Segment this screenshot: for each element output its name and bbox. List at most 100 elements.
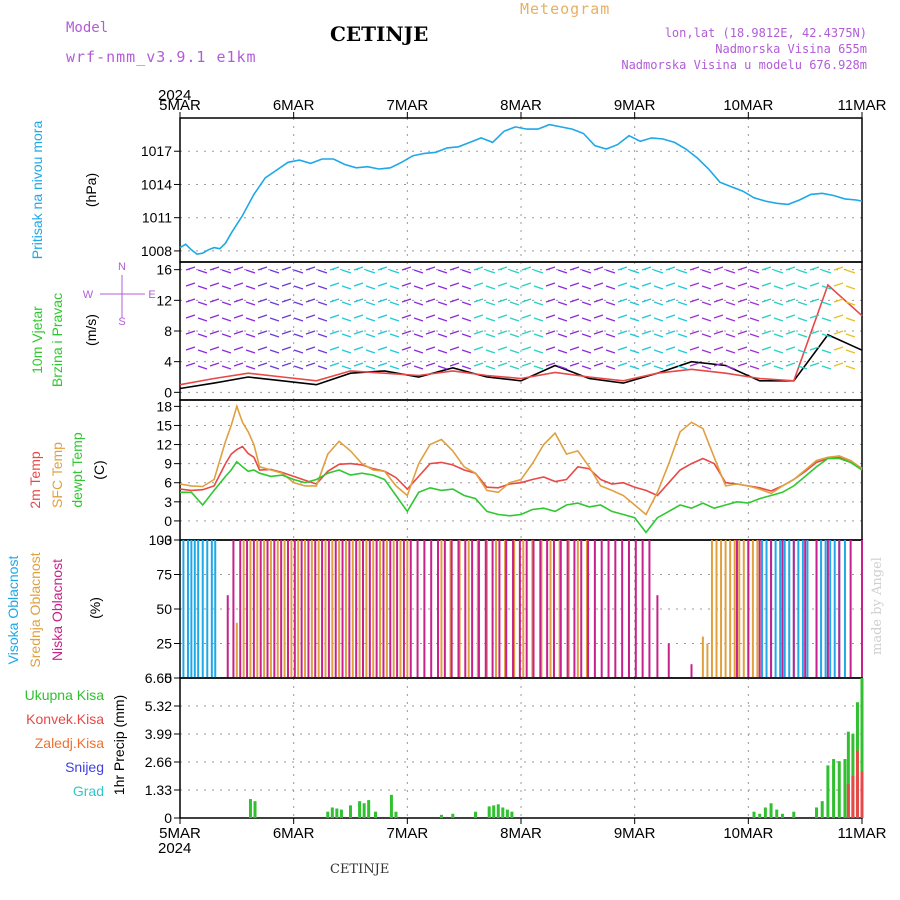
wind-barb <box>737 346 748 351</box>
wind-barb <box>761 346 772 351</box>
y-tick-label: -3 <box>160 532 173 548</box>
wind-barb <box>257 346 268 351</box>
wind-barb <box>545 330 556 335</box>
bar-niska-oblacnost <box>747 540 750 678</box>
bar-niska-oblacnost <box>314 540 317 678</box>
wind-barb <box>365 285 376 290</box>
wind-barb <box>701 333 712 338</box>
y-tick-label: 25 <box>156 636 172 652</box>
wind-barb <box>497 266 508 271</box>
wind-barb <box>761 282 772 287</box>
bar-niska-oblacnost <box>341 540 344 678</box>
wind-barb <box>293 269 304 274</box>
wind-barb <box>281 362 292 367</box>
bar-ukupna-kisa <box>335 808 339 818</box>
wind-barb <box>821 333 832 338</box>
wind-barb <box>677 349 688 354</box>
bar-visoka-oblacnost <box>797 540 800 678</box>
wind-barb <box>245 349 256 354</box>
wind-barb <box>737 314 748 319</box>
wind-barb <box>845 269 856 274</box>
bar-niska-oblacnost <box>239 540 242 678</box>
y-tick-label: 100 <box>149 532 173 548</box>
wind-barb <box>569 362 580 367</box>
location-coordinates: lon,lat (18.9812E, 42.4375N) <box>664 26 867 40</box>
wind-barb <box>437 285 448 290</box>
wind-barb <box>593 282 604 287</box>
bar-visoka-oblacnost <box>829 540 832 678</box>
wind-barb <box>365 317 376 322</box>
bar-niska-oblacnost <box>580 540 583 678</box>
bar-niska-oblacnost <box>641 540 644 678</box>
wind-barb <box>557 317 568 322</box>
wind-barb <box>185 282 196 287</box>
bar-niska-oblacnost <box>498 540 501 678</box>
wind-barb <box>761 362 772 367</box>
wind-barb <box>233 298 244 303</box>
wind-barb <box>833 266 844 271</box>
bar-visoka-oblacnost <box>824 540 827 678</box>
wind-barb <box>701 365 712 370</box>
wind-barb <box>773 269 784 274</box>
bar-visoka-oblacnost <box>201 540 204 678</box>
wind-barb <box>629 349 640 354</box>
wind-barb <box>353 266 364 271</box>
bar-niska-oblacnost <box>505 540 508 678</box>
wind-barb <box>689 314 700 319</box>
x-tick-label-bottom: 8MAR <box>500 825 542 842</box>
wind-barb <box>257 282 268 287</box>
wind-barb <box>809 298 820 303</box>
wind-barb <box>785 346 796 351</box>
ylabel-wind-unit: (m/s) <box>83 314 99 346</box>
y-tick-label: 75 <box>156 567 172 583</box>
wind-barb <box>389 301 400 306</box>
wind-barb <box>305 330 316 335</box>
wind-barb <box>497 314 508 319</box>
wind-barb <box>713 314 724 319</box>
wind-barb <box>209 346 220 351</box>
bar-visoka-oblacnost <box>182 540 185 678</box>
y-tick-label: 0 <box>164 384 172 400</box>
wind-barb <box>581 269 592 274</box>
ylabel-wind-1: 10m Vjetar <box>29 306 45 374</box>
bar-srednja-oblacnost <box>729 540 732 678</box>
bar-niska-oblacnost <box>416 540 419 678</box>
wind-barb <box>617 314 628 319</box>
wind-barb <box>197 333 208 338</box>
wind-barb <box>701 285 712 290</box>
bar-srednja-oblacnost <box>283 540 286 678</box>
bar-niska-oblacnost <box>648 540 651 678</box>
wind-barb <box>185 362 196 367</box>
wind-barb <box>737 282 748 287</box>
bar-srednja-oblacnost <box>276 540 279 678</box>
wind-barb <box>473 314 484 319</box>
wind-barb <box>233 362 244 367</box>
y-tick-label: 1008 <box>141 243 172 259</box>
bar-konvek-kisa <box>855 750 859 818</box>
wind-barb <box>329 266 340 271</box>
bar-niska-oblacnost <box>491 540 494 678</box>
wind-barb <box>845 301 856 306</box>
bar-ukupna-kisa <box>832 759 836 818</box>
wind-barb <box>293 333 304 338</box>
wind-barb <box>725 333 736 338</box>
bar-ukupna-kisa <box>820 801 824 818</box>
bar-visoka-oblacnost <box>760 540 763 678</box>
wind-barb <box>209 298 220 303</box>
wind-barb <box>509 317 520 322</box>
wind-barb <box>797 285 808 290</box>
bar-srednja-oblacnost <box>317 540 320 678</box>
wind-barb <box>509 349 520 354</box>
wind-barb <box>605 301 616 306</box>
wind-barb <box>833 346 844 351</box>
wind-barb <box>377 330 388 335</box>
bar-ukupna-kisa <box>326 811 330 818</box>
legend-precip-2: Konvek.Kisa <box>26 711 104 727</box>
y-tick-label: 1.33 <box>145 782 172 798</box>
wind-barb <box>809 266 820 271</box>
wind-barb <box>821 349 832 354</box>
bar-niska-oblacnost <box>826 540 829 678</box>
wind-barb <box>401 298 412 303</box>
wind-barb <box>473 362 484 367</box>
